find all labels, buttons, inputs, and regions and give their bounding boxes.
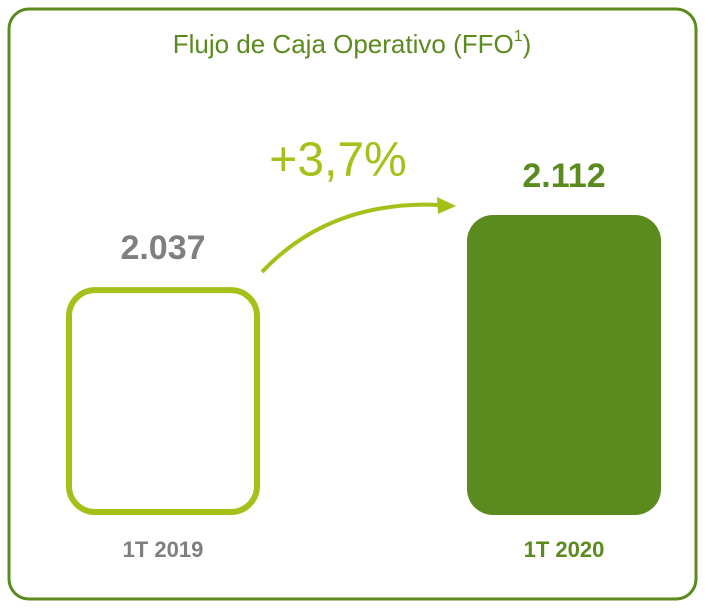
category-label: 1T 2020 — [524, 537, 605, 562]
value-label: 2.112 — [522, 157, 605, 195]
change-annotation: +3,7% — [269, 134, 406, 187]
value-label: 2.037 — [120, 229, 205, 267]
arrow — [260, 202, 441, 274]
title-end: ) — [523, 29, 532, 59]
title-text: Flujo de Caja Operativo (FFO — [173, 29, 514, 59]
bar — [467, 215, 661, 515]
arrow-head — [437, 197, 456, 214]
title-superscript: 1 — [514, 28, 523, 45]
bar — [66, 287, 260, 515]
chart-title: Flujo de Caja Operativo (FFO1) — [173, 28, 532, 59]
category-label: 1T 2019 — [123, 537, 204, 562]
